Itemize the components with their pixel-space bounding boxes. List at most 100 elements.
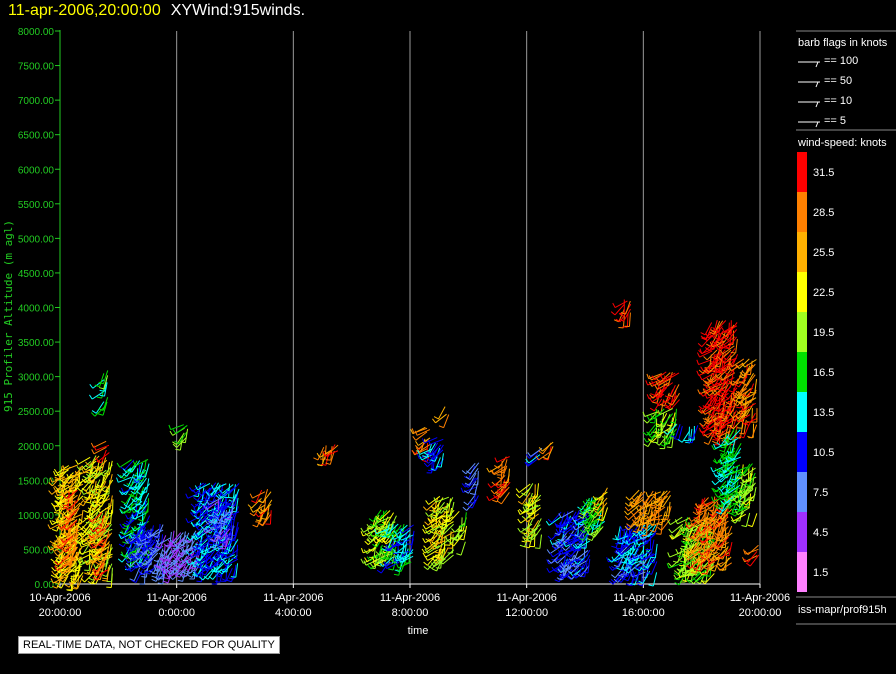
wind-barb bbox=[226, 567, 233, 582]
wind-barb-flag bbox=[629, 547, 635, 550]
wind-barb-flag bbox=[424, 459, 429, 464]
wind-barb-flag bbox=[218, 489, 223, 494]
wind-barb bbox=[400, 555, 414, 563]
wind-barb bbox=[262, 491, 272, 504]
wind-barb-flag bbox=[699, 422, 704, 427]
wind-barb-flag bbox=[90, 553, 95, 558]
wind-barb bbox=[126, 530, 133, 544]
wind-barb-flag bbox=[220, 526, 226, 530]
wind-barb bbox=[580, 565, 590, 577]
wind-barb bbox=[101, 489, 108, 504]
wind-barb-flag bbox=[59, 505, 63, 511]
wind-barb-flag bbox=[560, 573, 565, 579]
wind-barb-flag bbox=[92, 568, 98, 572]
wind-barb bbox=[175, 425, 188, 434]
wind-barb-flag bbox=[134, 543, 139, 548]
wind-barb-flag bbox=[521, 492, 526, 496]
wind-barb-flag bbox=[679, 532, 685, 536]
wind-barb bbox=[122, 525, 131, 538]
wind-barb bbox=[435, 413, 447, 424]
wind-barb-flag bbox=[368, 518, 374, 522]
wind-barb bbox=[220, 525, 232, 537]
wind-barb-flag bbox=[431, 541, 437, 545]
wind-barb-flag bbox=[636, 529, 642, 532]
wind-barb-flag bbox=[714, 504, 719, 509]
wind-barb-flag bbox=[99, 472, 105, 477]
wind-barb bbox=[644, 557, 652, 571]
wind-barb bbox=[74, 560, 83, 573]
wind-barb-flag bbox=[186, 560, 190, 566]
wind-barb-flag bbox=[125, 470, 131, 474]
wind-barb-flag bbox=[259, 508, 265, 513]
wind-barb bbox=[721, 457, 735, 465]
wind-barb bbox=[73, 465, 83, 478]
wind-barb-flag bbox=[676, 568, 681, 573]
wind-barb-flag bbox=[742, 557, 746, 563]
wind-barb-flag bbox=[429, 530, 435, 534]
wind-barb-flag bbox=[433, 544, 438, 549]
wind-barb bbox=[208, 505, 222, 512]
wind-barb-flag bbox=[709, 569, 715, 572]
wind-barb-flag bbox=[218, 559, 224, 562]
wind-barb-flag bbox=[664, 442, 670, 445]
wind-barb-flag bbox=[620, 569, 626, 573]
wind-barb-flag bbox=[715, 432, 719, 438]
wind-barb-flag bbox=[716, 548, 722, 551]
wind-barb-flag bbox=[555, 528, 559, 534]
wind-barb bbox=[172, 545, 186, 553]
plot-title: 11-apr-2006,20:00:00 XYWind:915winds. bbox=[8, 2, 305, 20]
wind-barb-flag bbox=[127, 468, 133, 473]
x-tick-date: 11-Apr-2006 bbox=[730, 592, 790, 604]
wind-barb-flag bbox=[606, 557, 609, 563]
wind-barb bbox=[750, 389, 757, 404]
wind-barb-flag bbox=[726, 451, 732, 454]
wind-barb-flag bbox=[615, 318, 621, 323]
wind-barb bbox=[440, 453, 444, 468]
wind-barb-flag bbox=[88, 524, 93, 529]
wind-barb-flag bbox=[179, 573, 184, 578]
wind-barb-flag bbox=[384, 546, 389, 552]
wind-barb-flag bbox=[551, 544, 556, 550]
wind-barb-flag bbox=[525, 529, 530, 535]
wind-barb-flag bbox=[128, 533, 133, 539]
wind-barb-flag bbox=[655, 401, 660, 407]
wind-barb-flag bbox=[100, 556, 106, 559]
wind-barb-flag bbox=[130, 490, 136, 495]
wind-barb-flag bbox=[699, 563, 703, 569]
wind-barb-flag bbox=[134, 525, 138, 531]
wind-barb-flag bbox=[586, 530, 590, 535]
wind-barb bbox=[158, 523, 161, 538]
wind-barb bbox=[524, 533, 538, 542]
wind-barb-flag bbox=[703, 553, 709, 558]
wind-barb-flag bbox=[431, 453, 437, 458]
wind-barb bbox=[671, 412, 676, 427]
wind-barb bbox=[740, 387, 753, 396]
wind-barb-flag bbox=[707, 542, 712, 547]
wind-barb bbox=[57, 555, 70, 566]
wind-barb bbox=[108, 544, 112, 559]
wind-barb-flag bbox=[423, 545, 428, 550]
wind-barb-flag bbox=[719, 459, 723, 465]
wind-barb-flag bbox=[555, 524, 561, 527]
wind-barb-flag bbox=[78, 502, 84, 507]
wind-barb bbox=[197, 539, 208, 550]
wind-barb bbox=[694, 560, 706, 570]
wind-barb-flag bbox=[727, 482, 732, 487]
wind-barb-flag bbox=[48, 482, 53, 487]
wind-barb-flag bbox=[72, 478, 78, 481]
wind-barb bbox=[653, 379, 667, 387]
y-tick-label: 2000.00 bbox=[18, 442, 55, 453]
wind-barb bbox=[748, 412, 756, 426]
wind-barb-flag bbox=[73, 574, 79, 577]
wind-barb bbox=[408, 549, 411, 564]
wind-barb-flag bbox=[99, 496, 105, 500]
wind-barb-flag bbox=[638, 580, 644, 584]
wind-barb-flag bbox=[744, 483, 750, 487]
wind-barb-flag bbox=[195, 525, 200, 531]
wind-barb bbox=[632, 496, 644, 507]
wind-barb bbox=[135, 569, 143, 583]
wind-barb bbox=[105, 544, 110, 558]
quality-notice: REAL-TIME DATA, NOT CHECKED FOR QUALITY bbox=[18, 636, 280, 654]
wind-barb-flag bbox=[104, 486, 110, 489]
wind-barb-flag bbox=[388, 568, 394, 571]
